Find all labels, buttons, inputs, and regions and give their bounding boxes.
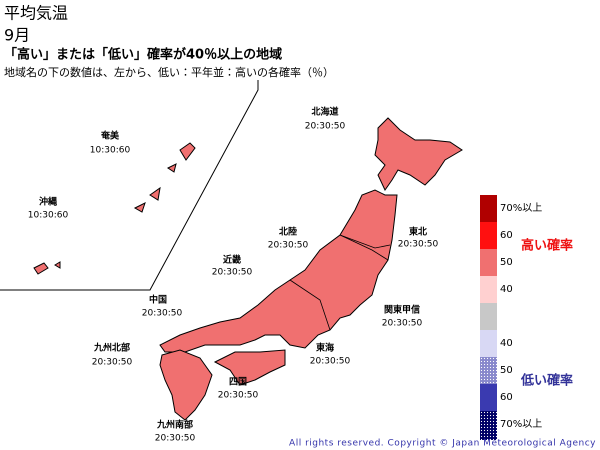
inset-divider [0,80,259,291]
okinawa-2 [54,261,61,269]
region-probs: 20:30:50 [155,434,196,444]
region-probs: 20:30:50 [142,309,183,319]
legend-label: 70%以上 [500,202,542,214]
legend-swatch [480,195,497,222]
region-name: 沖縄 [39,196,57,208]
legend-swatch [480,276,497,303]
borders [339,234,389,261]
region-name: 東北 [409,226,427,238]
region-probs: 20:30:50 [212,268,253,278]
month: 9月 [4,26,30,45]
legend-swatch [480,330,497,357]
honshu [159,189,398,353]
region-probs: 20:30:50 [398,240,439,250]
region-name: 九州南部 [156,419,193,431]
map [33,117,463,421]
region-name: 北海道 [311,106,339,118]
note: 地域名の下の数値は、左から、低い：平年並：高いの各確率（％） [4,65,334,79]
legend-label: 40 [500,284,513,295]
region-name: 中国 [149,294,167,306]
legend-high-title: 高い確率 [521,238,573,254]
region-name: 関東甲信 [384,304,420,316]
region-name: 四国 [229,377,247,388]
region-name: 九州北部 [93,342,130,354]
region-name: 東海 [316,342,334,354]
region-probs: 20:30:50 [218,391,259,401]
copyright: All rights reserved. Copyright © Japan M… [289,439,596,449]
region-name: 北陸 [279,226,297,238]
region-probs: 10:30:60 [90,146,131,156]
amami-3 [149,186,161,201]
amami-2 [167,163,177,173]
hokkaido [374,117,463,191]
region-name: 奄美 [100,130,120,142]
legend: 70%以上 60 50 40 40 50 60 70%以上 高い確率 低い確率 [480,195,573,440]
legend-swatch [480,384,497,411]
subtitle: 「高い」または「低い」確率が40％以上の地域 [4,47,282,63]
legend-swatch [480,357,497,384]
shikoku [213,349,286,386]
region-probs: 20:30:50 [268,241,309,251]
title: 平均気温 [4,4,68,23]
legend-low-title: 低い確率 [520,373,573,389]
amami-4 [133,202,146,213]
kyushu [159,349,213,421]
okinawa-1 [33,262,49,275]
border [339,234,391,249]
region-probs: 10:30:60 [28,211,69,221]
region-probs: 20:30:50 [305,122,346,132]
region-labels: 北海道 20:30:50 東北 20:30:50 関東甲信 20:30:50 東… [28,106,439,444]
legend-swatch [480,411,497,440]
amami-1 [179,142,196,161]
legend-swatch [480,303,497,330]
region-probs: 20:30:50 [92,358,133,368]
legend-label: 60 [500,392,513,403]
legend-label: 70%以上 [500,418,542,430]
legend-label: 60 [500,230,513,241]
border [289,279,331,331]
legend-swatch [480,249,497,276]
region-probs: 20:30:50 [382,319,423,329]
legend-label: 40 [500,338,513,349]
region-probs: 20:30:50 [310,357,351,367]
legend-label: 50 [500,365,513,376]
legend-swatch [480,222,497,249]
region-name: 近畿 [223,254,241,266]
legend-label: 50 [500,257,513,268]
